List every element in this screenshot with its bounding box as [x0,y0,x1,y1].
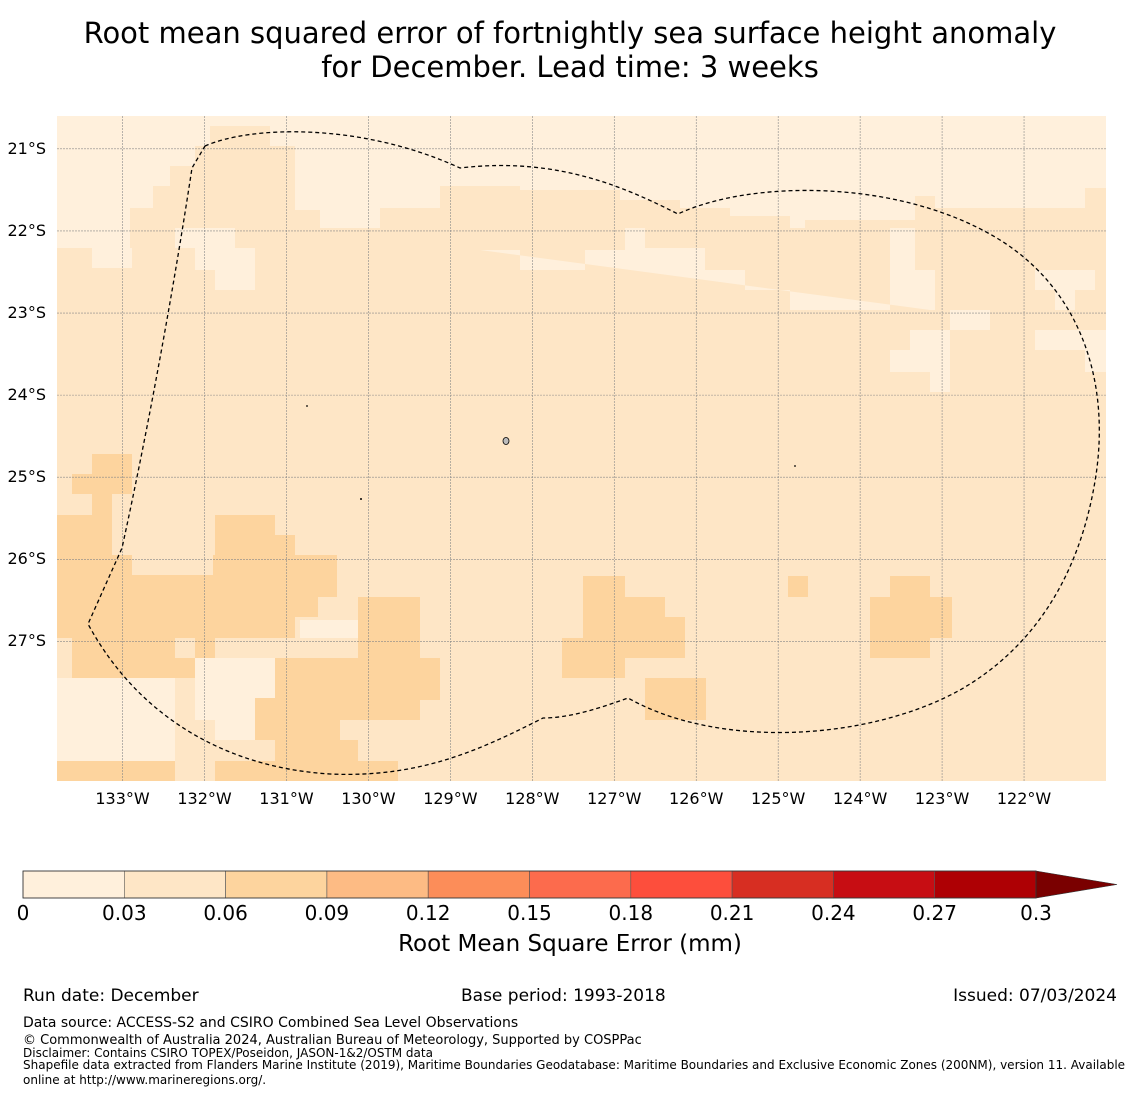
colorbar-tick-label: 0.09 [304,901,350,925]
longitude-label: 129°W [423,789,478,808]
colorbar-tick-label: 0.15 [507,901,552,925]
longitude-label: 131°W [259,789,314,808]
longitude-label: 124°W [832,789,888,808]
run-date: Run date: December [23,986,199,1006]
longitude-label: 133°W [95,789,150,808]
latitude-label: 27°S [7,631,46,651]
graticule [57,116,1106,781]
colorbar-outline [22,870,1037,899]
map-title-line-2: for December. Lead time: 3 weeks [321,50,819,84]
disclaimer: Disclaimer: Contains CSIRO TOPEX/Poseido… [23,1046,433,1060]
colorbar-tick-label: 0.27 [912,901,957,925]
colorbar-bin [934,870,1037,899]
colorbar-tick-label: 0.06 [203,901,248,925]
longitude-label: 122°W [996,789,1052,808]
longitude-label: 132°W [177,789,232,808]
colorbar-tick-label: 0 [16,901,30,925]
colorbar [22,870,1118,899]
shapefile-credit-line-2: online at http://www.marineregions.org/. [23,1073,267,1087]
latitude-label: 22°S [7,220,46,240]
colorbar-extend-arrow [1035,870,1118,899]
colorbar-bin [833,870,936,899]
colorbar-tick-label: 0.03 [102,901,147,925]
pitcairn-island [502,437,510,445]
rmse-field-0.06-to-0.09 [57,454,952,781]
islet-east [794,465,796,467]
latitude-label: 21°S [7,138,46,158]
colorbar-label: Root Mean Square Error (mm) [398,931,742,957]
colorbar-bin [124,870,226,899]
latitude-label: 24°S [7,385,46,405]
latitude-label: 26°S [7,549,46,569]
latitude-label: 23°S [7,303,46,323]
longitude-label: 127°W [587,789,642,808]
colorbar-tick-label: 0.3 [1020,901,1052,925]
islet-south [360,498,362,500]
colorbar-tick-label: 0.12 [405,901,451,925]
shapefile-credit-line-1: Shapefile data extracted from Flanders M… [23,1058,1126,1072]
colorbar-tick-label: 0.18 [608,901,654,925]
colorbar-bin [529,870,632,899]
copyright: © Commonwealth of Australia 2024, Austra… [23,1033,642,1048]
issued-date: Issued: 07/03/2024 [953,986,1117,1006]
longitude-label: 123°W [914,789,970,808]
colorbar-bin [630,870,733,899]
map-plot-area [57,116,1106,781]
eez-boundary-line [87,131,1100,776]
colorbar-bin [731,870,834,899]
colorbar-tick-label: 0.24 [811,901,856,925]
map-title-line-1: Root mean squared error of fortnightly s… [83,16,1057,50]
longitude-label: 126°W [669,789,724,808]
colorbar-bin [326,870,429,899]
islet-north [306,405,308,407]
base-period: Base period: 1993-2018 [461,986,666,1006]
colorbar-tick-label: 0.21 [709,901,755,925]
longitude-label: 128°W [505,789,560,808]
longitude-label: 130°W [341,789,396,808]
colorbar-bin [22,870,125,899]
data-source: Data source: ACCESS-S2 and CSIRO Combine… [23,1015,519,1031]
colorbar-bin [225,870,328,899]
longitude-label: 125°W [751,789,806,808]
colorbar-bin [427,870,530,899]
latitude-label: 25°S [7,467,46,487]
